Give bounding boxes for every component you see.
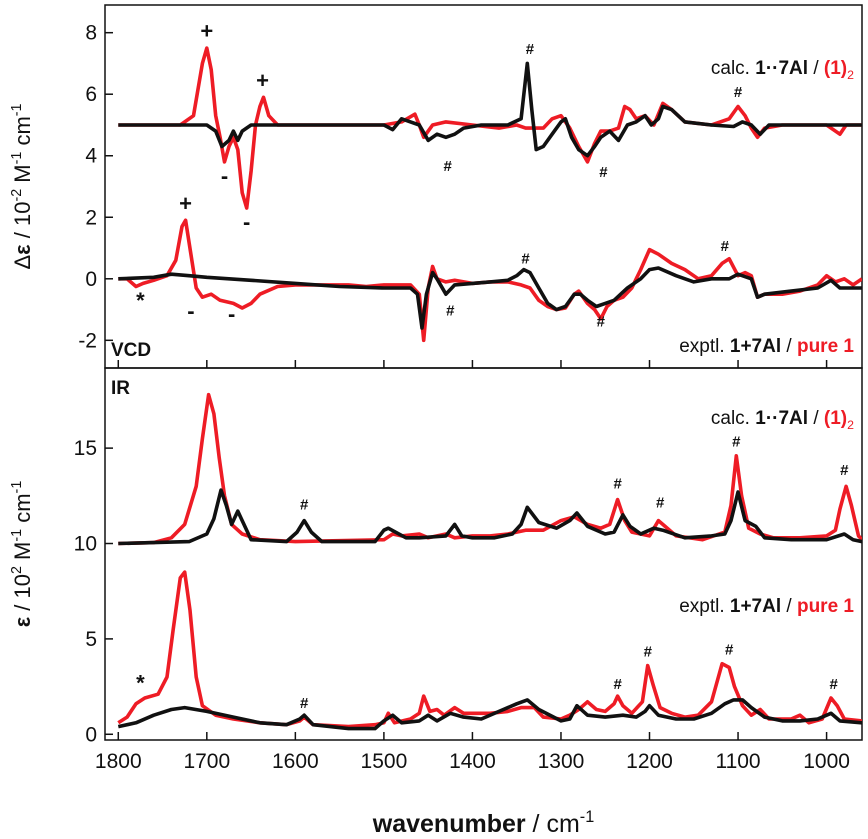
panel-label: IR xyxy=(111,378,130,399)
superscript: -1 xyxy=(9,103,25,116)
text-segment: exptl. xyxy=(679,336,730,357)
text-segment: 1··7Al xyxy=(755,408,808,429)
subscript: 2 xyxy=(847,68,854,82)
text-segment: / xyxy=(781,336,797,357)
annotation: # xyxy=(732,433,741,450)
text-segment: ε xyxy=(10,616,35,627)
y-tick-label: 10 xyxy=(74,533,97,556)
x-tick-label: 1200 xyxy=(626,750,673,773)
y-tick-label: 0 xyxy=(85,723,97,746)
panel-label: VCD xyxy=(111,340,151,361)
superscript: -1 xyxy=(9,529,25,542)
x-tick-label: 1600 xyxy=(272,750,319,773)
annotation: - xyxy=(187,299,194,324)
text-segment: / 10 xyxy=(10,202,35,245)
x-tick-label: 1400 xyxy=(449,750,496,773)
superscript: -1 xyxy=(9,481,25,494)
y-tick-label: 0 xyxy=(85,268,97,291)
annotation: # xyxy=(734,84,743,101)
text-segment: / xyxy=(808,408,824,429)
annotation: # xyxy=(656,495,665,512)
annotation: + xyxy=(200,19,213,44)
y-tick-label: 4 xyxy=(85,145,97,168)
superscript: 2 xyxy=(9,566,25,574)
superscript: -1 xyxy=(580,808,594,826)
annotation: # xyxy=(521,250,530,267)
annotation: # xyxy=(597,313,606,330)
annotation: # xyxy=(443,158,452,175)
annotation: # xyxy=(613,676,622,693)
annotation: * xyxy=(136,288,145,313)
legend: exptl. 1+7Al / pure 1 xyxy=(679,336,854,357)
x-tick-label: 1500 xyxy=(361,750,408,773)
x-tick-label: 1800 xyxy=(95,750,142,773)
spectrum-line xyxy=(118,61,862,158)
text-segment: M xyxy=(10,164,35,188)
subscript: 2 xyxy=(847,418,854,432)
x-tick-label: 1100 xyxy=(715,750,760,773)
annotation: # xyxy=(644,643,653,660)
y-tick-label: 15 xyxy=(74,437,97,460)
text-segment: (1) xyxy=(824,408,847,429)
annotation: * xyxy=(136,671,145,696)
annotation: + xyxy=(256,68,269,93)
y-tick-label: 6 xyxy=(85,83,97,106)
annotation: + xyxy=(179,191,192,216)
text-segment: cm xyxy=(10,493,35,528)
text-segment: 1+7Al xyxy=(730,336,781,357)
annotation: # xyxy=(829,676,838,693)
text-segment: pure 1 xyxy=(797,336,854,357)
superscript: -2 xyxy=(9,189,25,202)
legend: calc. 1··7Al / (1)2 xyxy=(711,58,854,82)
y-tick-label: -2 xyxy=(78,329,97,352)
annotation: - xyxy=(221,163,228,188)
text-segment: / 10 xyxy=(10,574,35,617)
text-segment: 1+7Al xyxy=(730,596,781,617)
legend: exptl. 1+7Al / pure 1 xyxy=(679,596,854,617)
x-tick-label: 1700 xyxy=(183,750,230,773)
spectrum-line xyxy=(117,698,862,731)
annotation: # xyxy=(300,695,309,712)
text-segment: calc. xyxy=(711,408,755,429)
spectrum-line xyxy=(118,488,862,546)
x-axis-label: wavenumber / cm-1 xyxy=(372,808,594,838)
legend: calc. 1··7Al / (1)2 xyxy=(711,408,854,432)
superscript: -1 xyxy=(9,152,25,165)
annotation: # xyxy=(300,496,309,513)
text-segment: pure 1 xyxy=(797,596,854,617)
spectrum-line xyxy=(118,218,862,343)
x-tick-label: 1300 xyxy=(538,750,585,773)
annotation: # xyxy=(526,41,535,58)
x-tick-label: 1000 xyxy=(803,750,850,773)
text-segment: M xyxy=(10,542,35,566)
y-tick-label: 8 xyxy=(85,22,97,45)
spectrum-line xyxy=(118,46,862,210)
plot-frame xyxy=(104,367,863,741)
text-segment: wavenumber xyxy=(372,810,526,838)
annotation: - xyxy=(228,302,235,327)
text-segment: / xyxy=(808,58,824,79)
y-axis-label: Δε / 10-2 M-1 cm-1 xyxy=(9,103,35,269)
text-segment: cm xyxy=(10,116,35,151)
text-segment: exptl. xyxy=(679,596,730,617)
y-tick-label: 2 xyxy=(85,206,97,229)
spectrum-line xyxy=(118,266,862,330)
text-segment: 1··7Al xyxy=(755,58,808,79)
text-segment: (1) xyxy=(824,58,847,79)
annotation: - xyxy=(243,209,250,234)
annotation: # xyxy=(599,164,608,181)
y-axis-label: ε / 102 M-1 cm-1 xyxy=(9,481,35,628)
text-segment: / xyxy=(781,596,797,617)
annotation: # xyxy=(446,303,455,320)
text-segment: ε xyxy=(10,244,35,255)
y-tick-label: 5 xyxy=(85,628,97,651)
annotation: # xyxy=(840,462,849,479)
annotation: # xyxy=(725,641,734,658)
annotation: # xyxy=(721,238,730,255)
annotation: # xyxy=(613,475,622,492)
text-segment: / cm xyxy=(526,810,580,838)
text-segment: calc. xyxy=(711,58,755,79)
text-segment: Δ xyxy=(10,255,35,270)
